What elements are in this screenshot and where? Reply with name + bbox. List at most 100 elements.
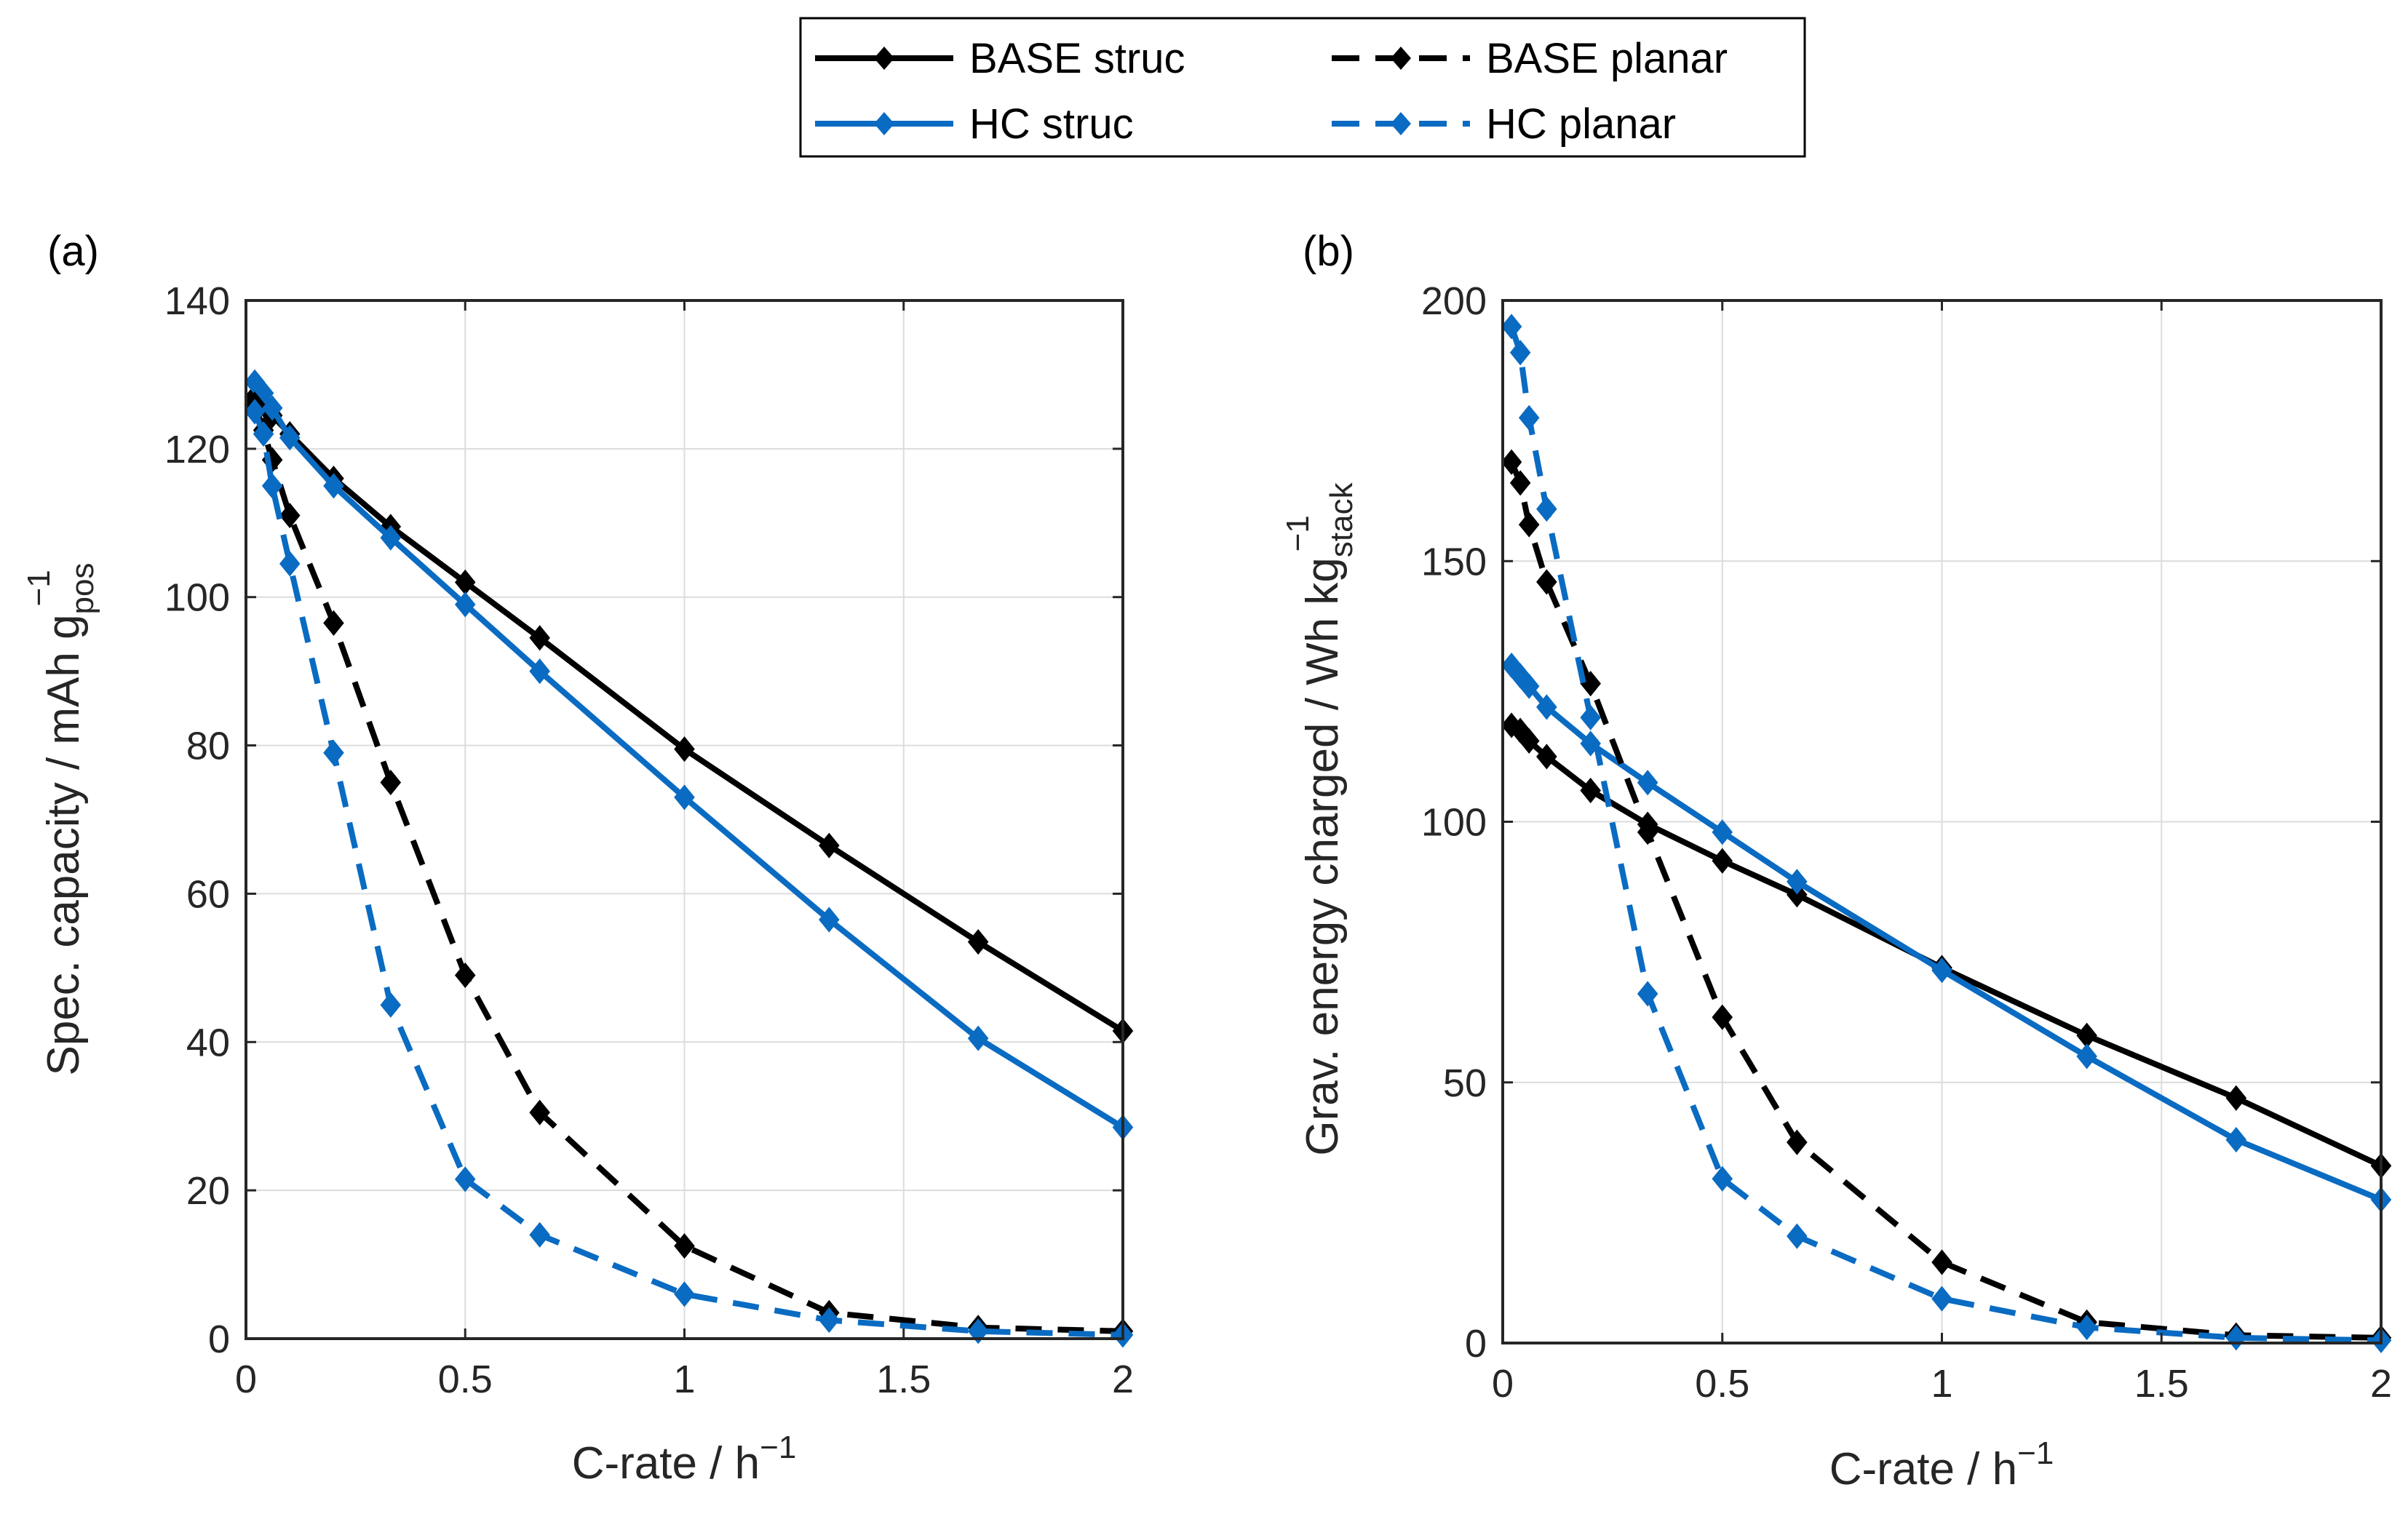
legend-box [799,17,1806,158]
legend-label-base-planar: BASE planar [1486,35,1728,82]
data-point-hc-planar-b [1637,981,1658,1007]
series-line-hc-planar-a [252,410,1124,1338]
data-point-hc-planar-a [380,992,402,1018]
x-axis-label-b: C-rate / h−1 [1829,1435,2054,1494]
data-point-base-planar-a [279,503,301,529]
data-point-hc-struc-a [323,473,344,499]
series-hc-struc-a [244,369,1134,1141]
data-point-hc-struc-a [261,395,283,421]
series-line-base-struc-b [1510,722,2383,1169]
data-point-base-struc-a [819,832,840,858]
data-point-hc-planar-b [2225,1325,2247,1351]
data-point-hc-struc-b [1536,694,1557,720]
x-tick-label-b: 1.5 [2134,1362,2189,1406]
y-tick-label-b: 0 [1465,1322,1487,1366]
series-line-base-planar-b [1509,461,2382,1341]
data-point-base-planar-a [380,769,402,796]
series-layer-b [1501,314,2392,1354]
data-point-hc-planar-b [1501,314,1522,340]
panel-label-b: (b) [1303,228,1354,275]
data-point-base-planar-b [1931,1249,1952,1275]
y-axis-label-b-sub: stack [1324,482,1359,557]
data-point-base-struc-b [1518,728,1540,754]
x-tick-label-a: 0 [235,1358,257,1401]
data-point-hc-struc-b [1637,770,1658,796]
data-point-hc-struc-a [819,907,840,933]
data-point-base-planar-b [1501,449,1522,475]
legend-marker-hc-planar [1391,112,1411,135]
y-tick-label-a: 0 [208,1318,230,1361]
data-point-hc-struc-b [1712,819,1733,845]
series-base-planar-a [244,391,1134,1344]
data-point-base-struc-b [1787,882,1808,908]
data-point-hc-struc-b [1931,957,1952,984]
y-axis-label-b: Grav. energy charged / Wh kgstack−1 [1280,482,1359,1155]
data-point-base-struc-b [1580,777,1601,804]
data-point-hc-planar-b [2076,1314,2097,1341]
y-tick-label-b: 100 [1421,801,1487,845]
y-tick-label-a: 40 [186,1021,230,1064]
data-point-hc-struc-b [2225,1126,2247,1153]
data-point-base-planar-b [1637,819,1658,845]
data-point-hc-planar-a [244,399,266,425]
legend-item-base-struc: BASE struc [815,35,1185,82]
x-tick-label-b: 2 [2370,1362,2392,1406]
data-point-base-planar-a [529,1099,550,1125]
data-point-hc-planar-a [529,1222,550,1248]
y-tick-label-a: 60 [186,872,230,916]
y-axis-label-a-sup: −1 [21,570,57,606]
data-point-base-planar-b [1518,511,1540,538]
data-point-hc-planar-a [674,1281,695,1307]
panel-label-a: (a) [47,228,99,275]
data-point-base-planar-b [1787,1129,1808,1155]
data-point-hc-struc-a [967,1025,989,1051]
legend-marker-hc-struc [874,112,894,135]
data-point-hc-planar-a [261,473,283,499]
ticks-b: 0 0.5 1 1.5 2 0 50 100 150 200 [1421,279,2392,1406]
x-axis-label-a: C-rate / h−1 [572,1430,797,1489]
x-axis-label-b-text: C-rate / h [1829,1444,2017,1494]
data-point-hc-struc-b [2076,1043,2097,1069]
legend-label-hc-planar: HC planar [1486,100,1676,148]
x-tick-label-a: 1 [673,1358,695,1401]
series-line-hc-struc-b [1509,663,2383,1203]
data-point-base-planar-b [1712,1004,1733,1030]
x-tick-label-a: 0.5 [438,1358,493,1401]
series-hc-planar-b [1501,314,2392,1354]
legend: BASE struc BASE planar HC struc HC plana… [799,17,1806,158]
y-tick-label-a: 140 [164,279,230,323]
x-tick-label-b: 0.5 [1695,1362,1749,1406]
data-point-hc-planar-a [454,1166,476,1192]
data-point-hc-planar-b [1509,340,1531,366]
legend-item-hc-struc: HC struc [815,100,1134,148]
y-tick-label-a: 20 [186,1169,230,1213]
legend-marker-base-planar [1391,47,1411,70]
series-hc-struc-b [1501,652,2392,1213]
grid-a [245,300,1124,1339]
data-point-hc-planar-b [1580,704,1601,730]
series-base-planar-b [1501,449,2392,1351]
data-point-hc-struc-b [1787,869,1808,895]
data-point-hc-planar-a [819,1307,840,1334]
x-tick-label-b: 0 [1492,1362,1514,1406]
data-point-hc-planar-b [1931,1286,1952,1312]
data-point-base-planar-a [674,1233,695,1259]
y-tick-label-b: 150 [1421,540,1487,583]
data-point-base-struc-b [2225,1085,2247,1111]
series-hc-planar-a [244,399,1134,1348]
data-point-hc-struc-a [674,784,695,810]
data-point-hc-planar-a [323,740,344,766]
y-tick-label-b: 200 [1421,279,1487,323]
legend-marker-base-struc [874,47,894,70]
y-tick-label-a: 120 [164,428,230,471]
y-axis-label-a: Spec. capacity / mAh gpos−1 [21,562,100,1075]
data-point-base-struc-a [967,929,989,955]
data-point-hc-planar-a [253,421,274,447]
data-point-base-planar-a [454,962,476,989]
series-line-base-struc-a [253,394,1125,1034]
series-layer-a [244,369,1134,1348]
y-tick-label-b: 50 [1443,1061,1487,1105]
